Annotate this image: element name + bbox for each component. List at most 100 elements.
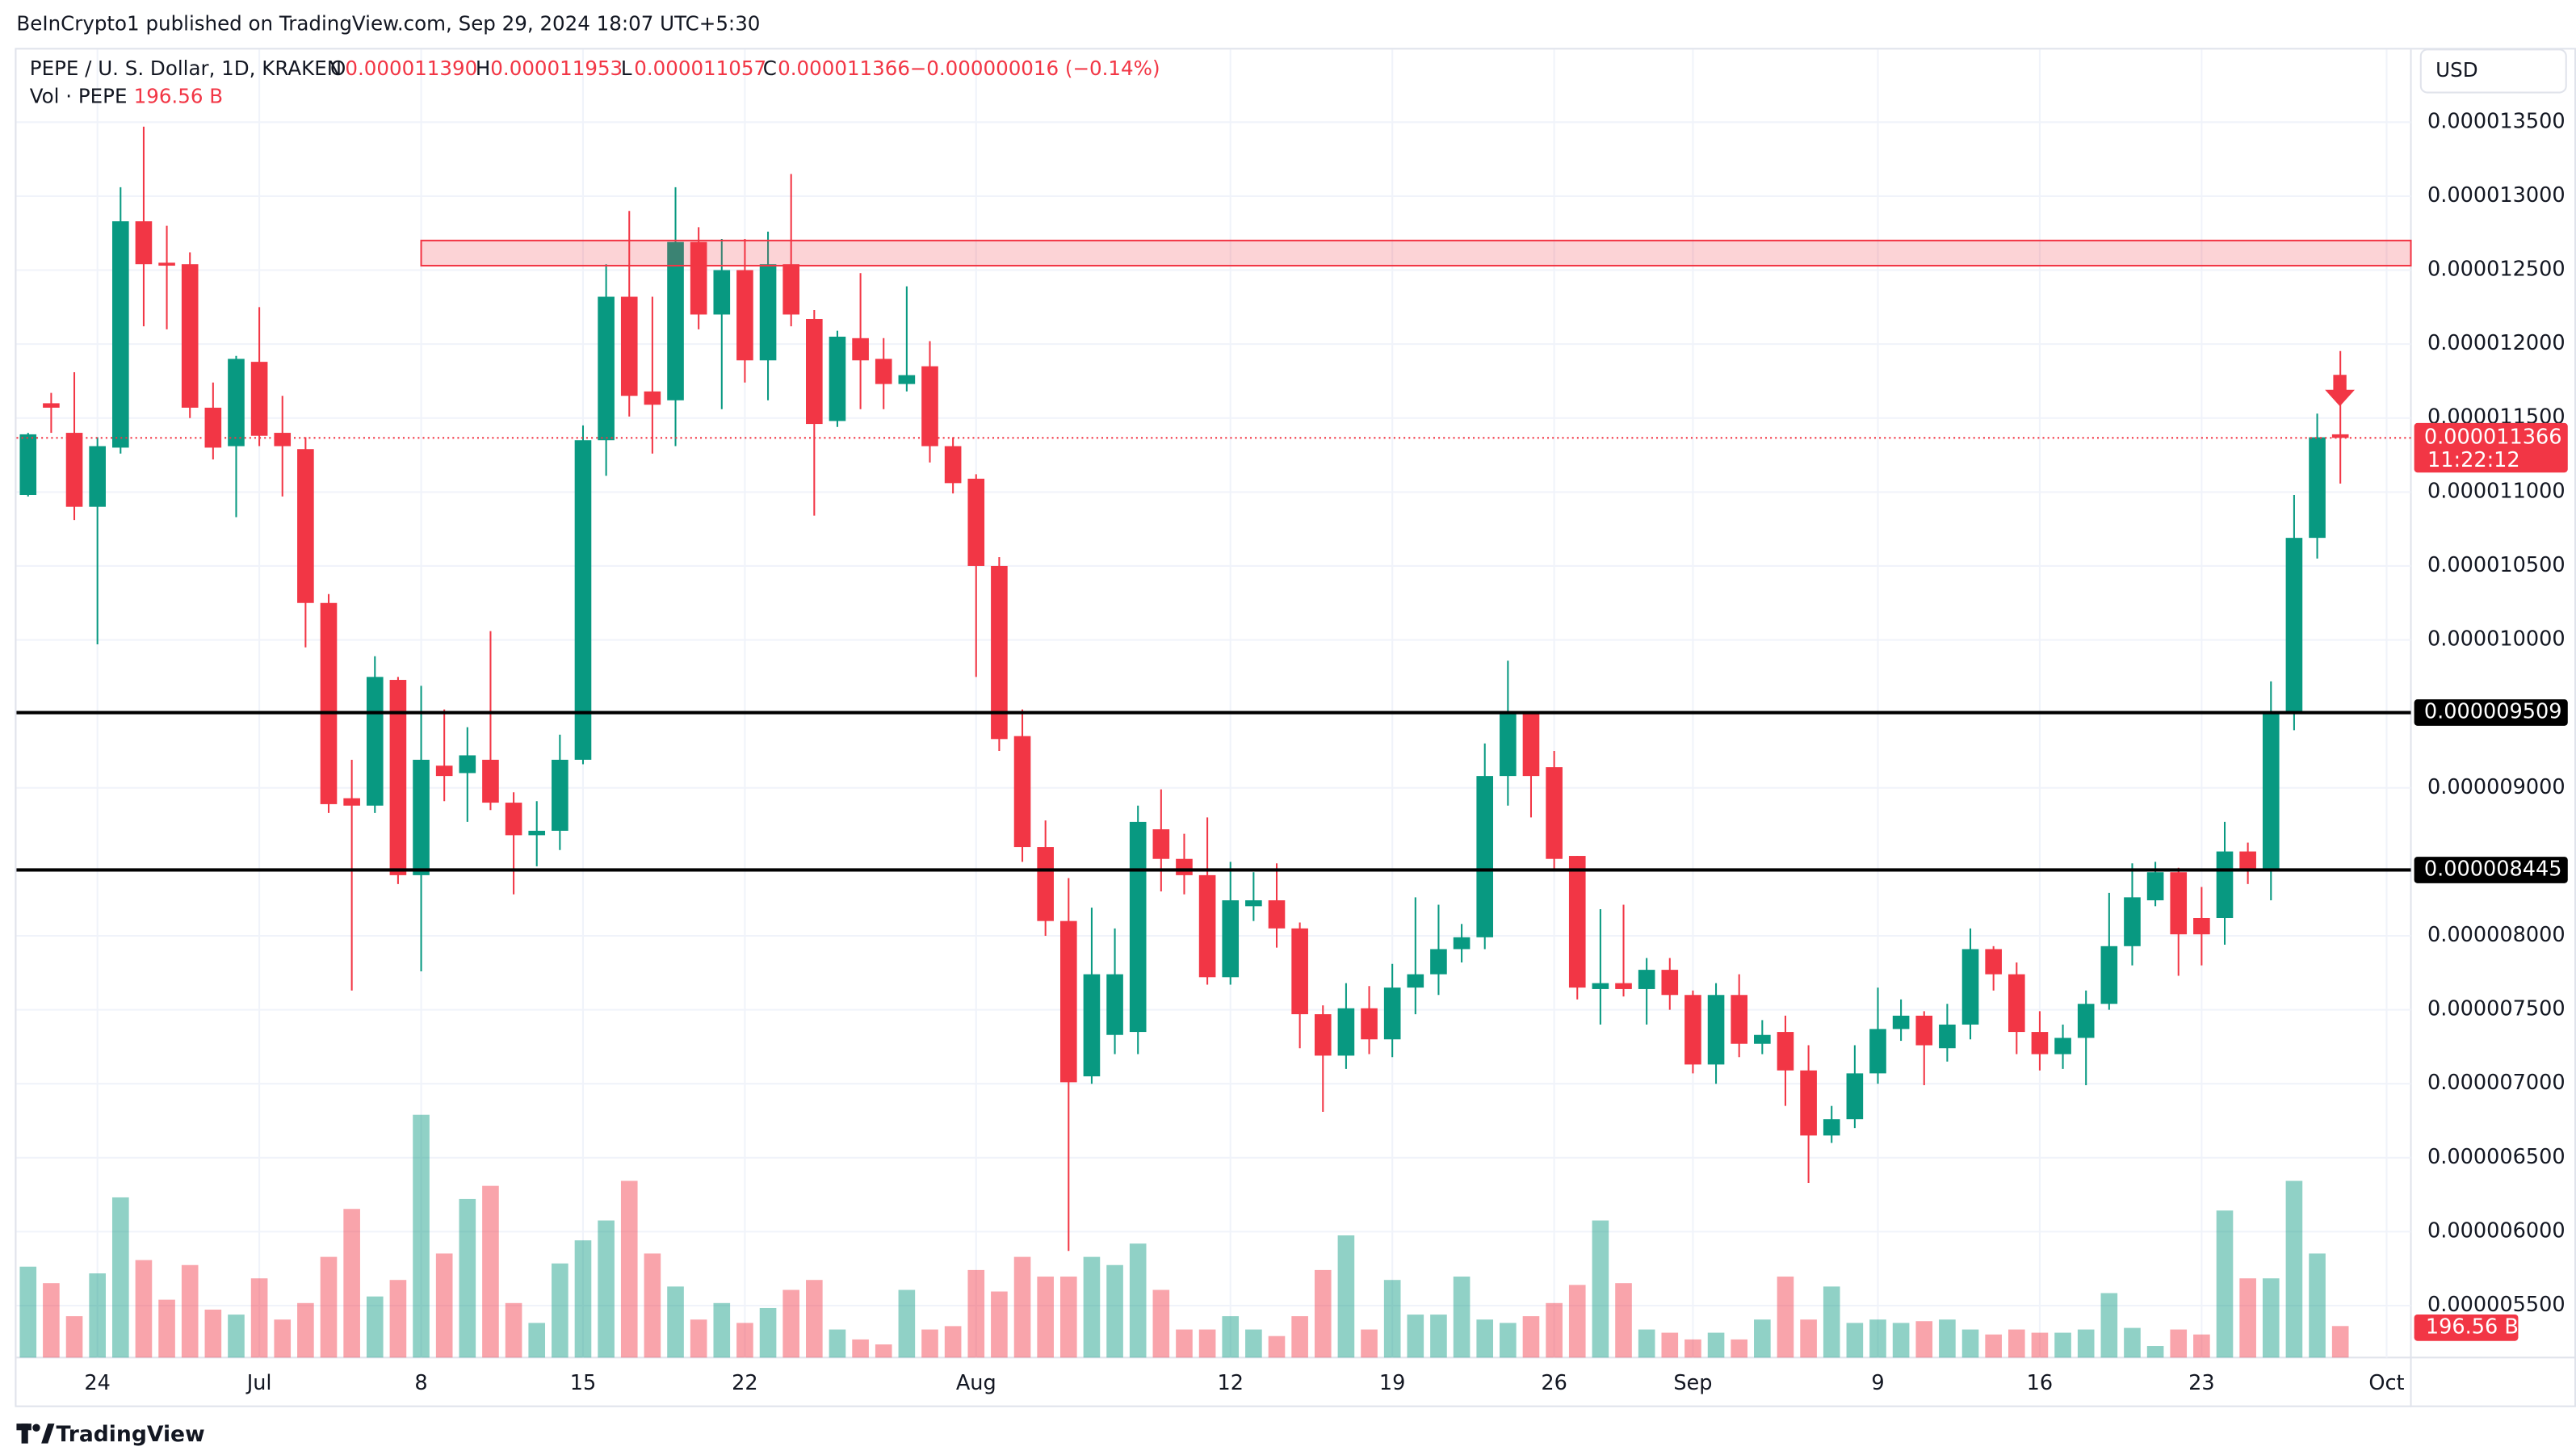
overlays: 0.000009509 0.000008445 0.00001136611:22:1… xyxy=(16,239,2568,1341)
currency-button[interactable] xyxy=(2419,48,2567,94)
y-tick-label: 0.000009000 xyxy=(2427,775,2566,799)
candle-body xyxy=(1777,1032,1794,1071)
candle-body xyxy=(1961,949,1979,1025)
change-value: −0.000000016 (−0.14%) xyxy=(910,57,1160,80)
candle-body xyxy=(1083,974,1101,1077)
x-tick-label: 16 xyxy=(2027,1371,2054,1395)
candle-body xyxy=(759,264,777,361)
volume-bar xyxy=(1592,1220,1609,1358)
volume-bar xyxy=(1546,1302,1563,1358)
candle-body xyxy=(250,362,268,436)
volume-bar xyxy=(1800,1319,1817,1358)
candle-body xyxy=(1915,1015,1933,1046)
x-tick-label: 8 xyxy=(414,1371,427,1395)
volume-bar xyxy=(2239,1278,2256,1358)
candle-body xyxy=(135,221,153,265)
candle-body xyxy=(459,755,476,774)
level-tag xyxy=(2414,857,2568,883)
volume-bar xyxy=(1915,1321,1933,1358)
x-tick-label: 22 xyxy=(732,1371,758,1395)
volume-bar xyxy=(1638,1329,1655,1358)
volume-bar xyxy=(1707,1332,1725,1358)
symbol-title: PEPE / U. S. Dollar, 1D, KRAKEN xyxy=(30,57,342,80)
candle-body xyxy=(413,759,430,875)
chart-frame xyxy=(15,48,2576,1407)
volume-bar xyxy=(1176,1329,1193,1358)
volume-bar xyxy=(991,1291,1008,1358)
candle-body xyxy=(1985,949,2002,975)
volume-bar xyxy=(1961,1329,1979,1358)
volume-bar xyxy=(1754,1319,1771,1358)
logo-shape xyxy=(21,1424,28,1444)
candle-body xyxy=(991,565,1008,740)
x-tick-label: 23 xyxy=(2188,1371,2215,1395)
volume-bar xyxy=(1083,1256,1101,1358)
candle-body xyxy=(1291,928,1308,1015)
candle-body xyxy=(1383,987,1401,1040)
volume-bar xyxy=(228,1315,245,1358)
candle-body xyxy=(1568,856,1586,988)
candle-body xyxy=(1037,847,1054,921)
volume-bar xyxy=(1661,1332,1679,1358)
candle-body xyxy=(898,375,916,384)
candle-body xyxy=(1592,983,1609,989)
x-tick-label: 15 xyxy=(570,1371,597,1395)
candle-body xyxy=(806,318,823,425)
volume-bar xyxy=(806,1280,823,1358)
candle-body xyxy=(1731,995,1747,1044)
volume-bar xyxy=(181,1264,199,1358)
candle-body xyxy=(1707,995,1725,1065)
volume-bar xyxy=(2309,1253,2326,1358)
candle-body xyxy=(713,270,731,315)
ohlc-key: L xyxy=(621,57,632,80)
candle-body xyxy=(1823,1119,1840,1136)
resistance-zone xyxy=(420,239,2412,267)
volume-bar xyxy=(598,1220,615,1358)
volume-bar xyxy=(2031,1332,2049,1358)
volume-bar xyxy=(528,1323,546,1358)
volume-bar xyxy=(435,1253,453,1358)
volume-bar xyxy=(1291,1316,1308,1358)
published-line: BeInCrypto1 published on TradingView.com… xyxy=(16,12,760,36)
candle-body xyxy=(1500,714,1517,777)
candle-body xyxy=(1684,995,1701,1065)
down-arrow xyxy=(2325,375,2355,407)
candle-body xyxy=(1476,776,1494,937)
candle-body xyxy=(1314,1014,1332,1056)
candle-body xyxy=(574,440,592,760)
x-tick-label: 26 xyxy=(1541,1371,1567,1395)
candle-body xyxy=(111,221,129,448)
candle-body xyxy=(2100,946,2118,1004)
candle-body xyxy=(2262,714,2280,871)
volume-bar xyxy=(250,1278,268,1358)
volume-bar xyxy=(1823,1286,1840,1358)
volume-bar xyxy=(111,1197,129,1358)
y-tick-label: 0.000012000 xyxy=(2427,331,2566,355)
y-tick-label: 0.000013500 xyxy=(2427,109,2566,133)
candle-body xyxy=(782,264,800,315)
candle-body xyxy=(528,830,546,836)
volume-bar xyxy=(1314,1269,1332,1358)
candle-body xyxy=(43,403,60,408)
candle-body xyxy=(343,798,360,806)
candle-body xyxy=(2124,897,2141,946)
candle-body xyxy=(644,391,661,405)
candle-body xyxy=(829,336,846,421)
volume-bar xyxy=(2008,1329,2025,1358)
y-tick-label: 0.000013000 xyxy=(2427,183,2566,208)
level-label: 0.000008445 xyxy=(2424,857,2562,881)
x-tick-label: 9 xyxy=(1871,1371,1884,1395)
x-tick-label: Sep xyxy=(1673,1371,1712,1395)
volume-bar xyxy=(413,1114,430,1358)
y-tick-label: 0.000010000 xyxy=(2427,627,2566,652)
volume-bar xyxy=(1059,1277,1077,1358)
volume-bar xyxy=(1106,1264,1123,1358)
candle-body xyxy=(944,446,962,484)
candle-body xyxy=(620,296,638,396)
candle-body xyxy=(1176,858,1193,875)
volume-bar xyxy=(713,1302,731,1358)
volume-bar xyxy=(574,1240,592,1358)
last-price-label: 0.000011366 xyxy=(2424,425,2562,449)
volume-bars xyxy=(19,1114,2349,1358)
volume-bar xyxy=(2170,1329,2188,1358)
